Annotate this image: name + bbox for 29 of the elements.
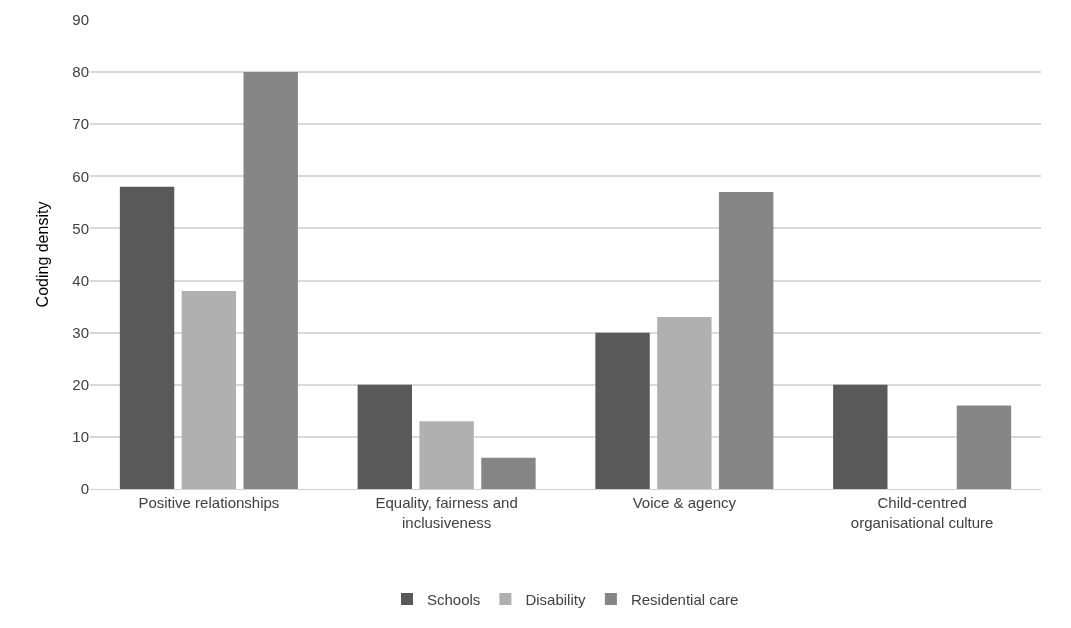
bar [481,457,536,489]
bar [119,186,175,489]
bar [833,384,888,489]
y-tick-label: 40 [72,271,89,289]
bar [956,405,1012,489]
bar [595,332,650,489]
bar [657,317,712,489]
y-tick-label: 90 [72,11,89,29]
bar [357,384,413,489]
x-tick-label: Positive relationships [138,494,280,511]
legend-label: Schools [427,590,481,608]
y-axis-title: Coding density [34,201,51,308]
bar [718,191,774,489]
y-tick-label: 20 [72,376,89,394]
bar [419,421,474,489]
y-tick-label: 0 [80,480,89,498]
y-tick-label: 60 [72,167,89,185]
y-tick-label: 80 [72,63,89,81]
legend-label: Residential care [630,590,739,608]
y-tick-label: 70 [72,115,89,133]
x-tick-label: Voice & agency [632,494,737,511]
y-tick-label: 30 [72,323,89,341]
bar [243,72,298,489]
y-tick-label: 50 [72,219,89,237]
bar [181,290,237,489]
legend-label: Disability [525,590,586,608]
y-tick-label: 10 [72,428,89,446]
x-tick-label: Child-centred organisational culture [850,494,994,531]
x-tick-label: Equality, fairness and inclusiveness [375,494,518,531]
